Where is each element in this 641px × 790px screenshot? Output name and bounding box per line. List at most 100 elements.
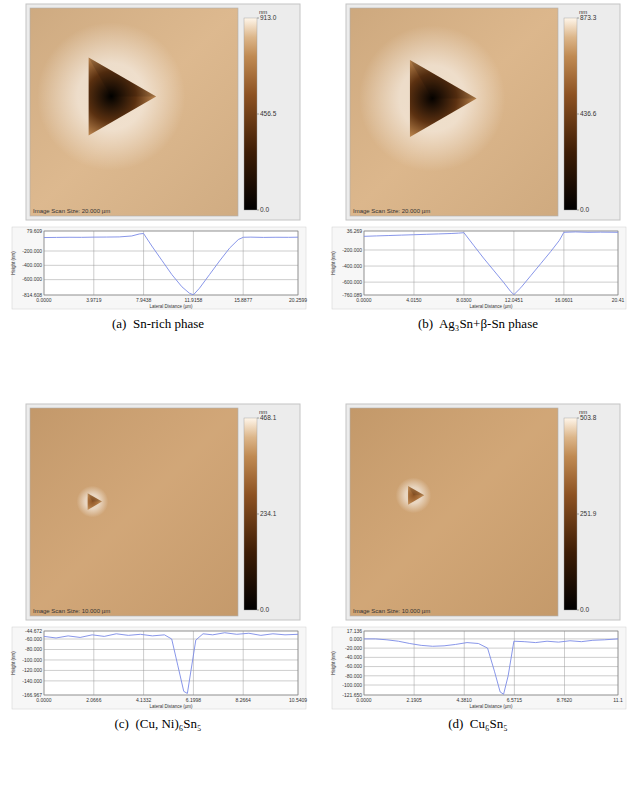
x-tick-label: 20.2599 <box>289 297 307 303</box>
x-tick-label: 8.0300 <box>456 297 472 303</box>
image-shading <box>350 8 558 216</box>
panel-caption: (d) Cu₆Sn₅ <box>448 716 508 731</box>
x-tick-label: 11.1 <box>613 697 623 703</box>
colorbar <box>564 18 577 210</box>
x-tick-label: 0.0000 <box>36 697 52 703</box>
colorbar-tick-label: 873.3 <box>580 14 597 21</box>
grid-line-y <box>364 648 618 649</box>
x-tick-label: 8.2664 <box>236 697 252 703</box>
pile-up-glow <box>396 478 432 514</box>
grid-line-x <box>193 631 194 695</box>
background-height <box>30 408 238 616</box>
colorbar-tick-label: 436.6 <box>580 110 597 117</box>
panel-caption: (c) (Cu, Ni)₆Sn₅ <box>114 716 201 731</box>
colorbar-tick-label: 468.1 <box>260 414 277 421</box>
grid-line-y <box>44 659 298 660</box>
x-tick-label: 10.5409 <box>289 697 307 703</box>
image-shading <box>350 408 558 616</box>
grid-line-x <box>563 231 564 295</box>
plot-area <box>44 631 298 695</box>
grid-line-x <box>513 231 514 295</box>
image-card <box>346 404 620 620</box>
profile-card <box>12 227 306 309</box>
x-tick-label: 6.1998 <box>186 697 202 703</box>
y-tick-label: -80.000 <box>25 646 42 652</box>
profile-marks <box>44 233 298 294</box>
x-tick-label: 4.1332 <box>136 697 152 703</box>
image <box>30 408 238 616</box>
colorbar-tick <box>577 210 579 211</box>
colorbar <box>564 418 577 610</box>
grid-line-y <box>364 266 618 267</box>
panel-caption: (a) Sn-rich phase <box>112 316 204 331</box>
profile-marks <box>364 232 618 295</box>
y-axis-title: Height (nm) <box>11 651 16 675</box>
grid-line-x <box>564 631 565 695</box>
grid-line-x <box>93 231 94 295</box>
grid-line-y <box>364 249 618 250</box>
background-height <box>350 8 558 216</box>
x-tick-label: 2.1905 <box>406 697 422 703</box>
indent-facet <box>88 493 102 501</box>
y-axis-title: Height (nm) <box>11 251 16 275</box>
plot-area <box>364 631 618 695</box>
plot-frame <box>44 631 298 695</box>
grid-line-y <box>364 685 618 686</box>
plot-area <box>44 231 298 295</box>
y-tick-label: -40.000 <box>345 654 362 660</box>
grid-line-y <box>44 265 298 266</box>
colorbar-tick <box>257 210 259 211</box>
grid-line-x <box>243 231 244 295</box>
grid-line-x <box>514 631 515 695</box>
profile-card <box>12 627 306 709</box>
x-tick-label: 8.7620 <box>557 697 573 703</box>
y-tick-label: 36.269 <box>347 228 363 234</box>
panel-caption: (b) Ag₃Sn+β-Sn phase <box>418 316 538 331</box>
x-tick-label: 15.8877 <box>234 297 252 303</box>
y-tick-label: -120.000 <box>22 667 42 673</box>
colorbar-tick-label: 0.0 <box>260 206 269 213</box>
image-shading <box>30 8 238 216</box>
colorbar-tick <box>577 18 579 19</box>
x-tick-label: 0.0000 <box>356 297 372 303</box>
grid-line-y <box>44 680 298 681</box>
grid-line-x <box>414 631 415 695</box>
pile-up-glow <box>37 22 185 170</box>
y-tick-label: -140.000 <box>22 678 42 684</box>
colorbar-tick-label: 913.0 <box>260 14 277 21</box>
plot-frame <box>44 231 298 295</box>
x-tick-label: 3.9719 <box>86 297 102 303</box>
scan-size-label: Image Scan Size: 10.000 µm <box>33 608 110 614</box>
x-tick-label: 12.0451 <box>505 297 523 303</box>
colorbar-tick <box>577 514 579 515</box>
background-height <box>350 408 558 616</box>
colorbar-tick-label: 234.1 <box>260 510 277 517</box>
colorbar-tick-label: 456.5 <box>260 110 277 117</box>
colorbar-tick <box>257 18 259 19</box>
y-axis-title: Height (nm) <box>331 251 336 275</box>
grid-line-y <box>364 666 618 667</box>
profile-marks <box>44 633 298 694</box>
y-tick-label: 79.609 <box>27 228 43 234</box>
x-tick-label: 16.0601 <box>555 297 573 303</box>
y-tick-label: -100.000 <box>342 682 362 688</box>
grid-line-y <box>44 670 298 671</box>
y-tick-label: -600.000 <box>22 276 42 282</box>
colorbar-tick <box>577 114 579 115</box>
colorbar-tick-label: 251.9 <box>580 510 597 517</box>
indent-facet <box>410 60 477 98</box>
image-shading <box>30 408 238 616</box>
y-tick-label: -60.000 <box>25 636 42 642</box>
y-tick-label: -100.000 <box>22 657 42 663</box>
grid-line-y <box>44 251 298 252</box>
x-tick-label: 4.3810 <box>457 697 473 703</box>
x-axis-title: Lateral Distance (µm) <box>149 704 193 709</box>
image-frame <box>30 8 238 216</box>
grid-line-x <box>143 631 144 695</box>
grid-line-y <box>364 657 618 658</box>
x-tick-label: 11.9158 <box>185 297 203 303</box>
grid-line-y <box>364 282 618 283</box>
plot-frame <box>364 231 618 295</box>
plot-frame <box>364 631 618 695</box>
grid-line-x <box>413 231 414 295</box>
